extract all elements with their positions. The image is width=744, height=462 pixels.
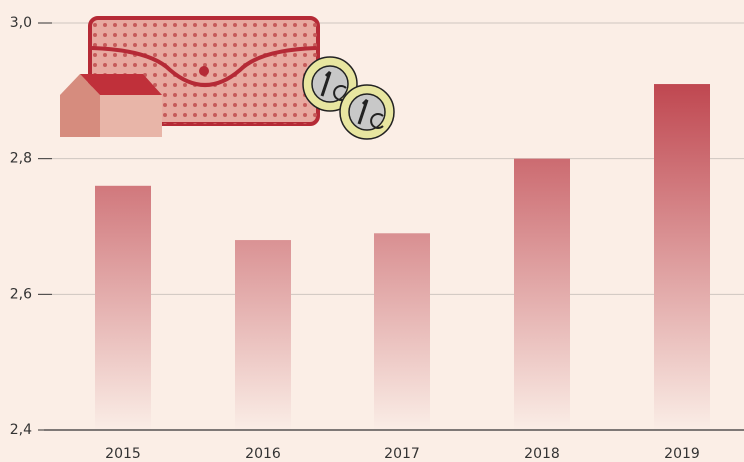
house-icon bbox=[60, 74, 162, 137]
x-tick-label: 2018 bbox=[524, 446, 560, 462]
y-tick-label: 3,0 bbox=[10, 15, 32, 31]
bar bbox=[654, 84, 710, 430]
y-tick-label: 2,6 bbox=[10, 286, 32, 302]
x-tick-label: 2019 bbox=[664, 446, 700, 462]
bar bbox=[95, 186, 151, 430]
page: 2,42,62,83,020152016201720182019 (() => … bbox=[0, 0, 744, 462]
x-tick-label: 2015 bbox=[105, 446, 141, 462]
y-tick-label: 2,8 bbox=[10, 151, 32, 167]
bar bbox=[514, 159, 570, 430]
x-tick-label: 2017 bbox=[384, 446, 420, 462]
bar bbox=[374, 233, 430, 430]
x-tick-label: 2016 bbox=[245, 446, 281, 462]
y-tick-label: 2,4 bbox=[10, 422, 32, 438]
chart: 2,4 2,6 2,8 3,0 2015 2016 2017 2018 2019 bbox=[0, 0, 744, 462]
bar bbox=[235, 240, 291, 430]
